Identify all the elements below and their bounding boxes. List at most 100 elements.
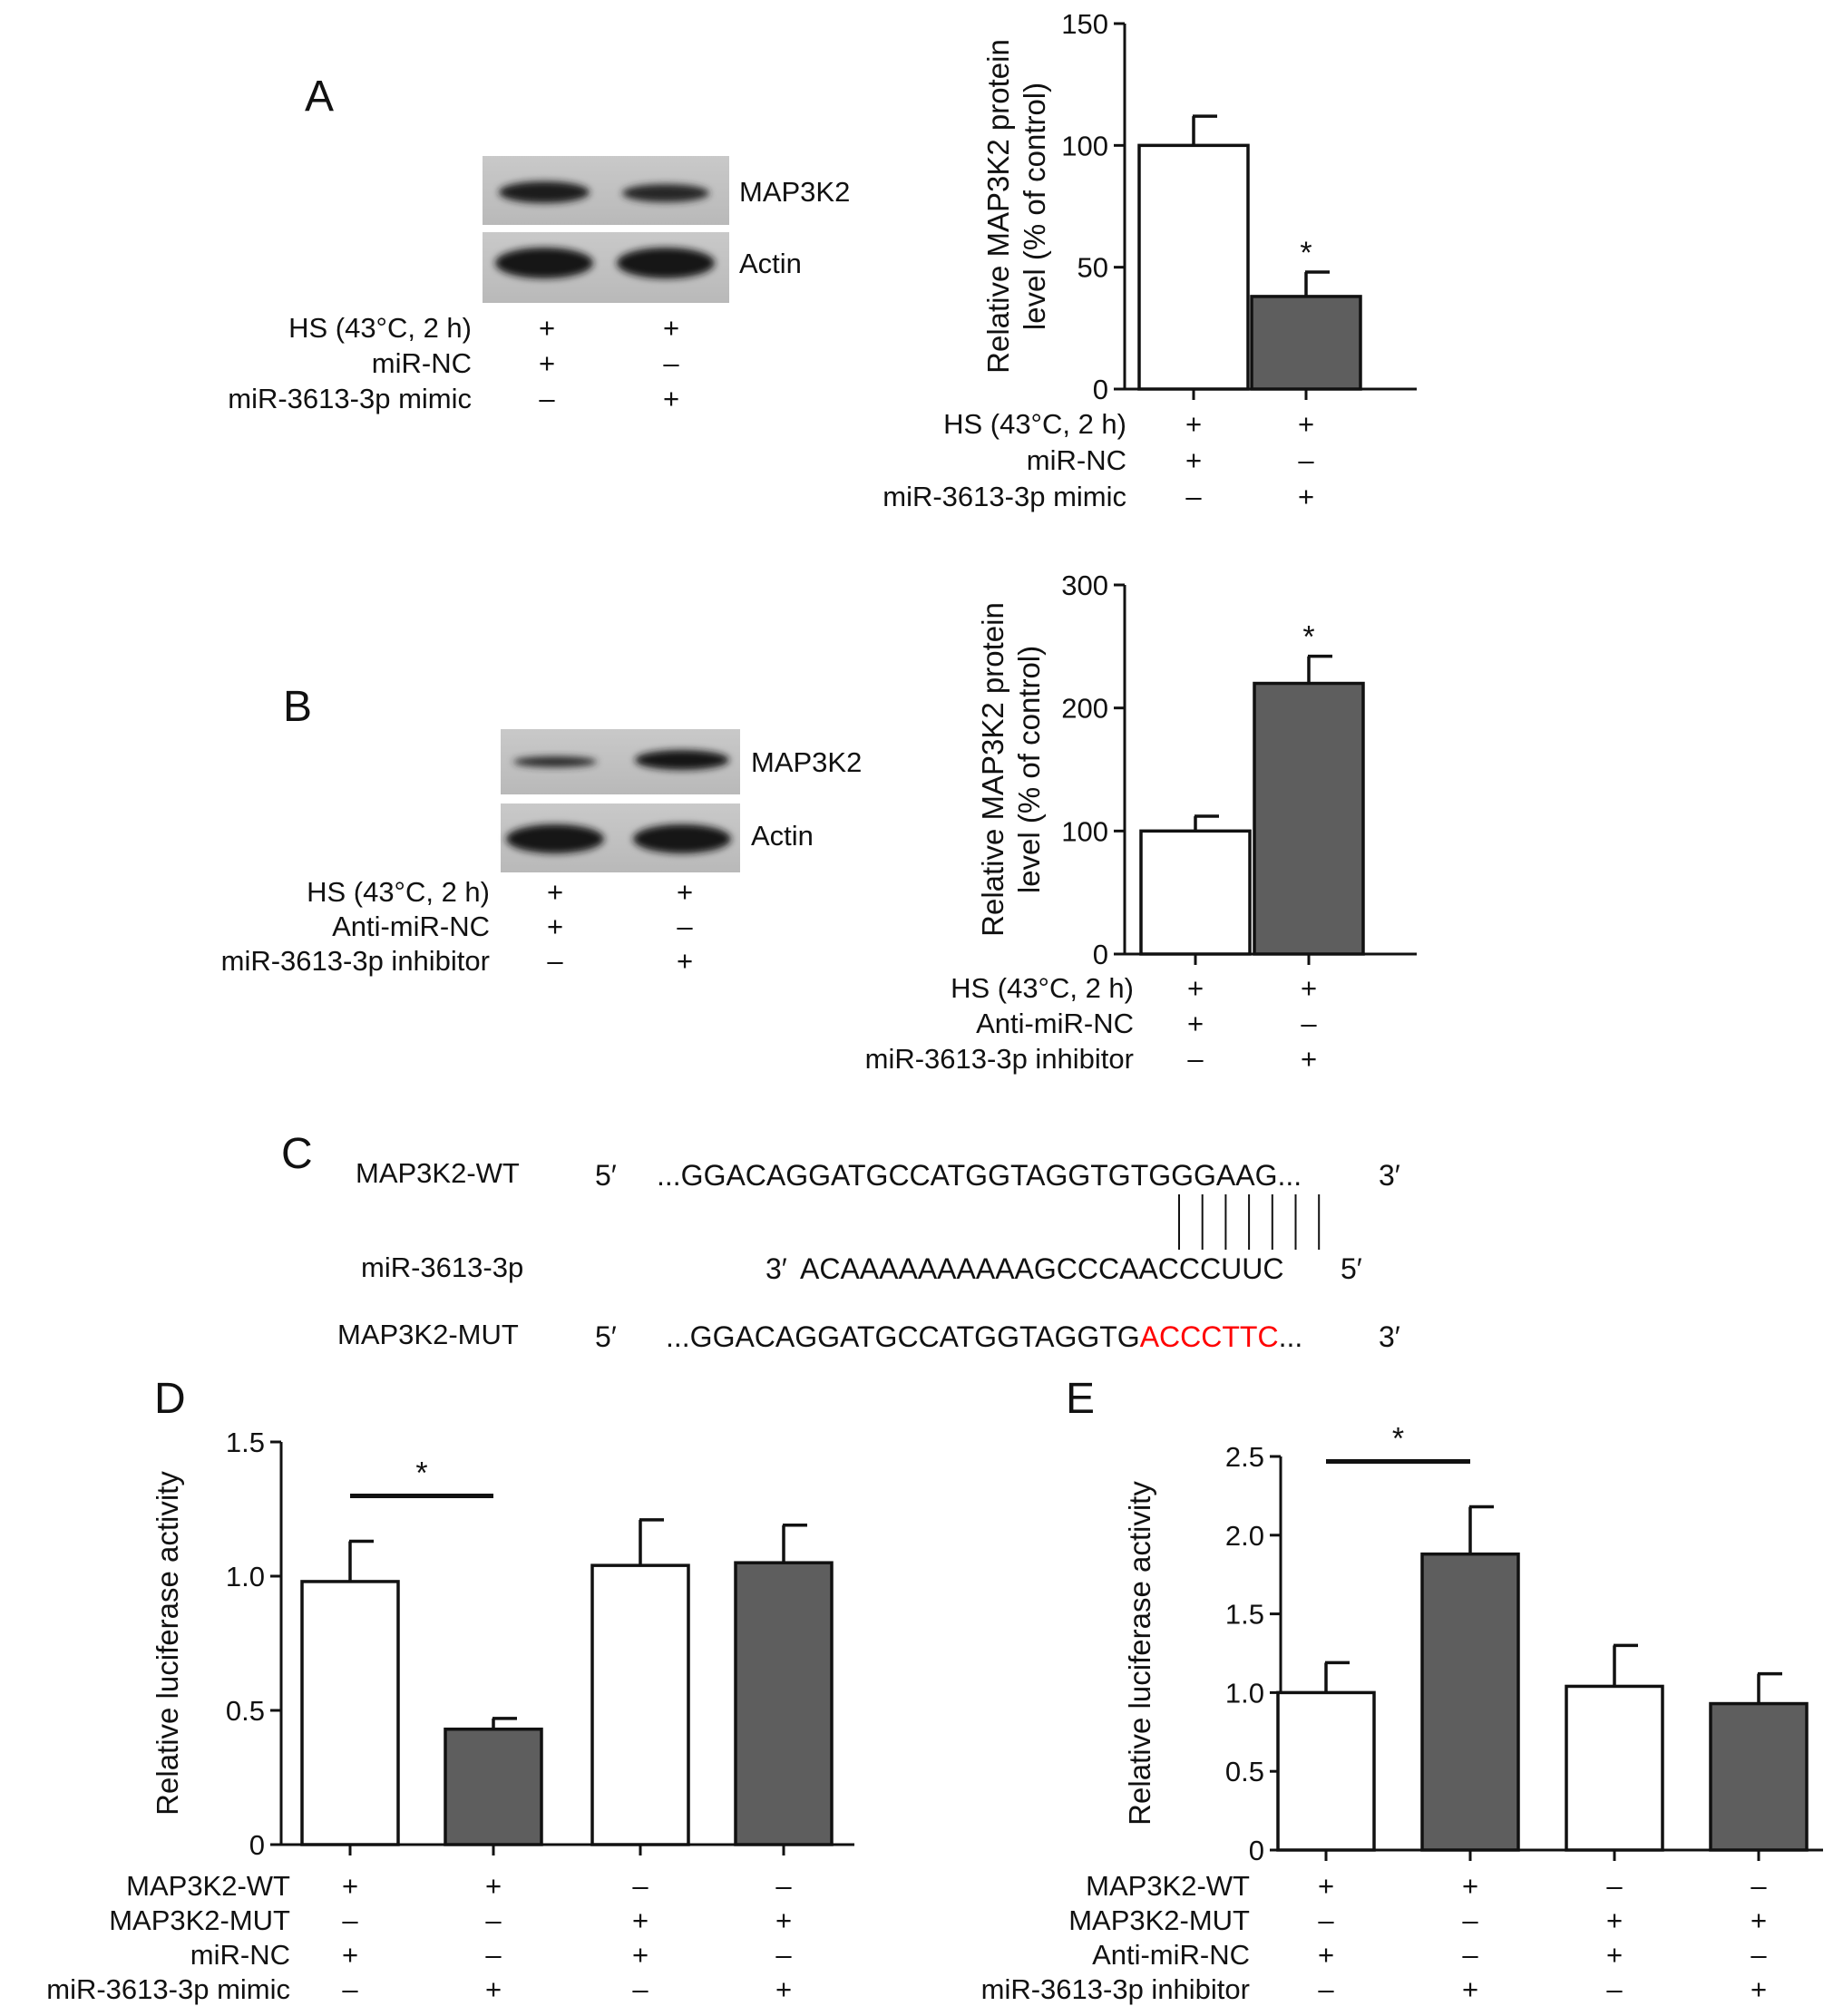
chart-e-bar [1276, 1690, 1376, 1852]
chart-b-condition-sign: – [1301, 1008, 1317, 1039]
chart-b-condition-label: HS (43°C, 2 h) [951, 972, 1134, 1004]
chart-e-y-tick-label: 0.5 [1225, 1756, 1264, 1787]
chart-a-condition-sign: + [1298, 408, 1314, 440]
chart-d-condition-sign: – [342, 1904, 358, 1936]
chart-d-bar [734, 1561, 834, 1846]
chart-b-bar [1139, 829, 1252, 956]
chart-b-significance-mark: * [1302, 620, 1314, 655]
seq-mut-tail: ... [1279, 1320, 1303, 1353]
chart-e-condition-sign: – [1318, 1904, 1334, 1936]
blot-a-band-actin-lane2 [617, 248, 715, 278]
chart-d-condition-sign: + [775, 1973, 792, 2005]
chart-a-condition-sign: + [1298, 481, 1314, 512]
chart-e-y-tick-label: 0 [1249, 1835, 1264, 1866]
chart-b-condition-sign: + [1301, 1043, 1317, 1075]
chart-a-condition-sign: – [1185, 481, 1202, 512]
chart-e-y-tick-label: 1.5 [1225, 1599, 1264, 1631]
panel-c: C MAP3K2-WT 5′ ...GGACAGGATGCCATGGTAGGTG… [281, 1130, 1400, 1353]
blot-b-band-map3k2-lane1 [513, 756, 597, 767]
chart-d-condition-sign: + [632, 1939, 648, 1971]
chart-d-condition-sign: – [775, 1939, 792, 1971]
blot-a-condition-sign: + [539, 347, 555, 379]
chart-e-condition-sign: + [1462, 1870, 1478, 1902]
chart-b-condition-label: Anti-miR-NC [976, 1008, 1134, 1039]
seq-mut-3prime: 3′ [1379, 1320, 1400, 1353]
chart-e-condition-sign: + [1750, 1904, 1767, 1936]
chart-d-condition-sign: + [342, 1870, 358, 1902]
blot-a-band-actin-lane1 [495, 248, 593, 278]
seq-wt-3prime: 3′ [1379, 1159, 1400, 1192]
chart-d-condition-sign: + [485, 1870, 502, 1902]
chart-e-condition-sign: + [1318, 1939, 1334, 1971]
blot-b-band-map3k2-lane2 [635, 750, 729, 770]
chart-d-condition-sign: – [342, 1973, 358, 2005]
chart-e: 0 0.5 1.0 1.5 2.0 2.5 Relative luciferase acti… [981, 1422, 1823, 2005]
blot-b-condition-sign: + [547, 911, 563, 942]
blot-a-condition-sign: + [539, 312, 555, 344]
chart-d-y-tick-label: 1.0 [226, 1561, 265, 1592]
chart-d-y-tick-label: 1.5 [226, 1427, 265, 1458]
chart-d-condition-label: MAP3K2-WT [126, 1870, 290, 1902]
chart-b-y-tick-label: 300 [1061, 570, 1108, 601]
chart-a-bar [1137, 143, 1250, 391]
blot-b-band-actin-lane1 [506, 824, 604, 853]
seq-name-wt: MAP3K2-WT [356, 1157, 520, 1189]
chart-d-condition-label: miR-NC [190, 1939, 290, 1971]
chart-d-condition-sign: + [632, 1904, 648, 1936]
chart-b-condition-sign: + [1187, 972, 1204, 1004]
blot-a-conditions: HS (43°C, 2 h) + +miR-NC + –miR-3613-3p mimi… [228, 312, 679, 414]
seq-name-mir: miR-3613-3p [361, 1251, 523, 1283]
chart-b-y-tick-label: 200 [1061, 693, 1108, 725]
blot-a-condition-label: HS (43°C, 2 h) [288, 312, 472, 344]
blot-b-condition-label: miR-3613-3p inhibitor [221, 945, 490, 977]
chart-a-condition-label: miR-3613-3p mimic [882, 481, 1126, 512]
chart-a-y-tick-label: 0 [1093, 374, 1108, 405]
chart-e-condition-sign: – [1606, 1973, 1623, 2005]
chart-e-condition-sign: + [1750, 1973, 1767, 2005]
chart-b-condition-sign: + [1301, 972, 1317, 1004]
chart-d-y-axis-label: Relative luciferase activity [151, 1471, 184, 1816]
seq-mut-5prime: 5′ [595, 1320, 617, 1353]
chart-a-y-axis-label: level (% of control) [1018, 83, 1051, 330]
seq-mut-unchanged: ...GGACAGGATGCCATGGTAGGTG [666, 1320, 1140, 1353]
chart-d-condition-sign: – [485, 1904, 502, 1936]
chart-d-y-tick-label: 0 [249, 1829, 265, 1861]
seq-mut-mutated-bases: ACCCTTC [1140, 1320, 1279, 1353]
chart-a-condition-sign: + [1185, 408, 1202, 440]
chart-e-condition-label: MAP3K2-WT [1086, 1870, 1250, 1902]
chart-e-condition-sign: + [1606, 1939, 1623, 1971]
chart-e-condition-sign: – [1318, 1973, 1334, 2005]
chart-d-condition-sign: – [775, 1870, 792, 1902]
blot-b-condition-sign: + [547, 876, 563, 908]
seq-mut: ...GGACAGGATGCCATGGTAGGTGACCCTTC... [666, 1320, 1302, 1353]
blot-a-condition-label: miR-3613-3p mimic [228, 383, 472, 414]
seq-wt-5prime: 5′ [595, 1159, 617, 1192]
blot-b-conditions: HS (43°C, 2 h) + +Anti-miR-NC + –miR-3613-3p… [221, 876, 694, 977]
panel-letter-a: A [305, 73, 334, 121]
chart-d-condition-sign: – [632, 1973, 648, 2005]
chart-e-condition-sign: – [1750, 1870, 1767, 1902]
chart-d-condition-sign: + [485, 1973, 502, 2005]
panel-letter-e: E [1066, 1375, 1095, 1423]
chart-d-significance-mark: * [415, 1456, 427, 1491]
chart-a-condition-sign: – [1298, 444, 1314, 476]
chart-d-condition-sign: + [775, 1904, 792, 1936]
blot-b-condition-sign: – [547, 945, 563, 977]
panel-letter-d: D [154, 1375, 186, 1423]
blot-a-condition-sign: + [663, 383, 679, 414]
chart-e-y-tick-label: 2.5 [1225, 1441, 1264, 1473]
chart-d-condition-sign: – [485, 1939, 502, 1971]
blot-a-condition-sign: – [539, 383, 555, 414]
chart-a-condition-label: miR-NC [1027, 444, 1126, 476]
chart-d-y-tick-label: 0.5 [226, 1695, 265, 1727]
blot-a-band-map3k2-lane2 [622, 184, 709, 202]
chart-d: 0 0.5 1.0 1.5 Relative luciferase activity * M… [46, 1427, 854, 2005]
chart-e-condition-sign: – [1750, 1939, 1767, 1971]
chart-b-condition-sign: – [1187, 1043, 1204, 1075]
chart-b-condition-sign: + [1187, 1008, 1204, 1039]
chart-d-bar [444, 1727, 543, 1846]
chart-b-bar [1253, 681, 1365, 956]
chart-e-condition-sign: + [1606, 1904, 1623, 1936]
chart-e-bar [1565, 1684, 1664, 1852]
